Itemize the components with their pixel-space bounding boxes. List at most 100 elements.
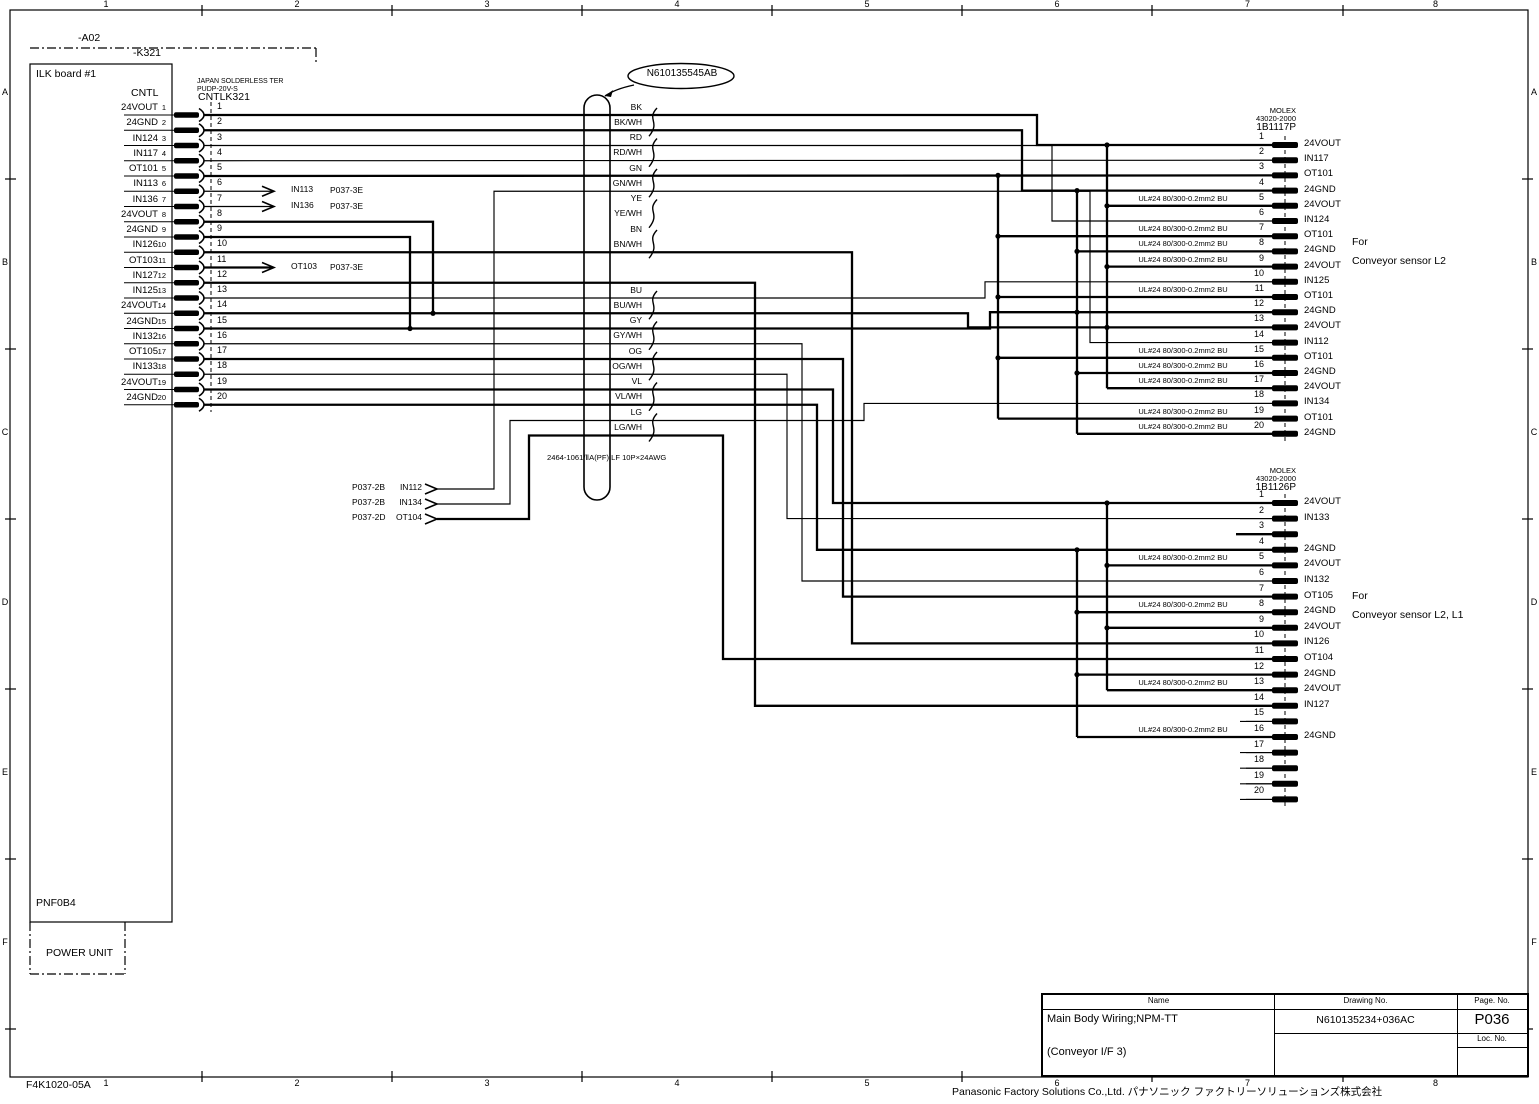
molex-maker-1b1126p: MOLEX xyxy=(1269,466,1296,475)
right-pin-number: 17 xyxy=(1253,738,1264,749)
connector-terminal xyxy=(1272,578,1298,584)
connector-terminal xyxy=(1272,294,1298,300)
solderless-terminal xyxy=(174,218,199,225)
title-page-header: Page. No. xyxy=(1474,996,1510,1005)
terminal-hook xyxy=(198,290,205,306)
terminal-hook xyxy=(198,397,205,412)
branch-out-dest: P037-3E xyxy=(330,185,364,196)
solderless-terminal xyxy=(174,112,199,118)
right-pin-number: 4 xyxy=(1258,176,1264,187)
junction-dot xyxy=(430,310,436,316)
wire-color-label: BK xyxy=(630,101,642,112)
right-pin-number: 19 xyxy=(1253,769,1264,780)
grid-row-label: D xyxy=(1,597,9,607)
cable-callout-balloon xyxy=(627,62,735,90)
right-pin-number: 18 xyxy=(1253,754,1264,765)
connector-terminal xyxy=(1272,233,1298,240)
junction-dot xyxy=(1104,203,1110,209)
drawing-frame xyxy=(9,9,1529,1078)
right-pin-number: 13 xyxy=(1253,313,1264,324)
right-pin-number: 15 xyxy=(1253,707,1264,718)
a02-boundary-line xyxy=(30,47,317,64)
connector-terminal xyxy=(1272,218,1298,224)
twist-pair-mark xyxy=(648,351,658,381)
right-pin-number: 14 xyxy=(1253,691,1264,702)
connector-terminal xyxy=(1272,765,1298,772)
wire-color-label: VL xyxy=(631,376,642,386)
note-conveyor-l2-line1: For xyxy=(1352,236,1368,248)
left-pin-signal-label: 24GND xyxy=(126,315,158,327)
left-pin-signal-label: 24GND xyxy=(126,117,158,129)
wire-color-label: YE/WH xyxy=(614,208,642,219)
wire-spec-label: UL#24 80/300-0.2mm2 BU xyxy=(1138,361,1228,370)
right-pin-number: 11 xyxy=(1254,283,1264,293)
grid-col-label: 8 xyxy=(1432,0,1438,9)
left-pin-signal-label: 24VOUT xyxy=(121,102,158,113)
branch-out-arrowhead xyxy=(261,261,277,274)
connector-terminal xyxy=(1272,796,1298,803)
twist-pair-mark xyxy=(648,290,658,320)
junction-dot xyxy=(1074,248,1080,254)
junction-dot xyxy=(1104,625,1110,631)
right-pin-signal-label: 24VOUT xyxy=(1304,620,1341,632)
left-pin-number-sup: 6 xyxy=(161,179,166,189)
solderless-terminal xyxy=(174,356,199,362)
wire-route xyxy=(204,343,1272,582)
wire-color-label: GN/WH xyxy=(612,177,642,188)
right-pin-signal-label: OT101 xyxy=(1304,290,1334,301)
left-pin-stub-number: 19 xyxy=(217,375,228,386)
wire-route xyxy=(437,402,1272,505)
connector-terminal xyxy=(1272,562,1298,569)
left-pin-signal-label: IN113 xyxy=(133,178,158,190)
left-pin-number-sup: 12 xyxy=(157,270,166,280)
wire-route xyxy=(204,281,1272,707)
grid-col-label: 5 xyxy=(864,0,870,9)
branch-in-signal: OT104 xyxy=(396,512,422,522)
left-pin-number-sup: 3 xyxy=(161,133,166,143)
left-pin-number-sup: 5 xyxy=(161,164,166,173)
twist-pair-mark xyxy=(648,229,658,259)
left-pin-number-sup: 7 xyxy=(161,194,166,204)
solderless-terminal xyxy=(174,401,199,408)
left-pin-number-sup: 2 xyxy=(161,118,166,128)
left-pin-number-sup: 17 xyxy=(157,347,166,356)
solderless-terminal xyxy=(174,371,199,378)
right-pin-number: 5 xyxy=(1258,551,1264,562)
grid-row-label: E xyxy=(1530,767,1537,777)
connector-maker-line2: PUDP-20V-S xyxy=(197,85,238,93)
connector-terminal xyxy=(1272,309,1298,316)
right-pin-number: 20 xyxy=(1253,419,1264,430)
grid-col-label: 5 xyxy=(864,1078,870,1088)
branch-in-source: P037-2B xyxy=(352,497,386,507)
title-loc-header: Loc. No. xyxy=(1477,1034,1507,1043)
right-pin-number: 3 xyxy=(1258,161,1264,172)
left-pin-stub-number: 14 xyxy=(217,299,228,310)
right-pin-signal-label: OT105 xyxy=(1304,589,1334,601)
right-pin-number: 3 xyxy=(1258,520,1264,531)
junction-dot xyxy=(995,172,1001,178)
grid-row-label: E xyxy=(1,767,8,777)
right-pin-number: 15 xyxy=(1253,343,1264,354)
solderless-terminal xyxy=(174,142,199,149)
left-pin-stub-number: 12 xyxy=(217,268,228,279)
wire-route xyxy=(204,113,1272,147)
connector-terminal xyxy=(1272,593,1298,600)
title-name-header: Name xyxy=(1147,996,1170,1005)
branch-out-arrowhead xyxy=(261,200,277,213)
left-pin-signal-label: OT101 xyxy=(128,163,158,174)
connector-name-1b1117p: 1B1117P xyxy=(1256,122,1296,133)
branch-out-signal: IN136 xyxy=(291,199,314,210)
left-pin-stub-number: 16 xyxy=(217,329,228,340)
right-pin-number: 4 xyxy=(1258,535,1264,546)
right-pin-number: 1 xyxy=(1258,489,1264,499)
twist-pair-mark xyxy=(648,382,658,412)
grid-col-label: 4 xyxy=(674,0,680,9)
left-pin-number-sup: 15 xyxy=(157,316,166,326)
right-pin-signal-label: IN117 xyxy=(1304,153,1329,165)
wire-color-label: YE xyxy=(630,193,642,203)
left-pin-signal-label: IN133 xyxy=(132,361,158,373)
drawing-title-line1: Main Body Wiring;NPM-TT xyxy=(1047,1013,1178,1025)
grid-col-label: 3 xyxy=(484,0,490,9)
